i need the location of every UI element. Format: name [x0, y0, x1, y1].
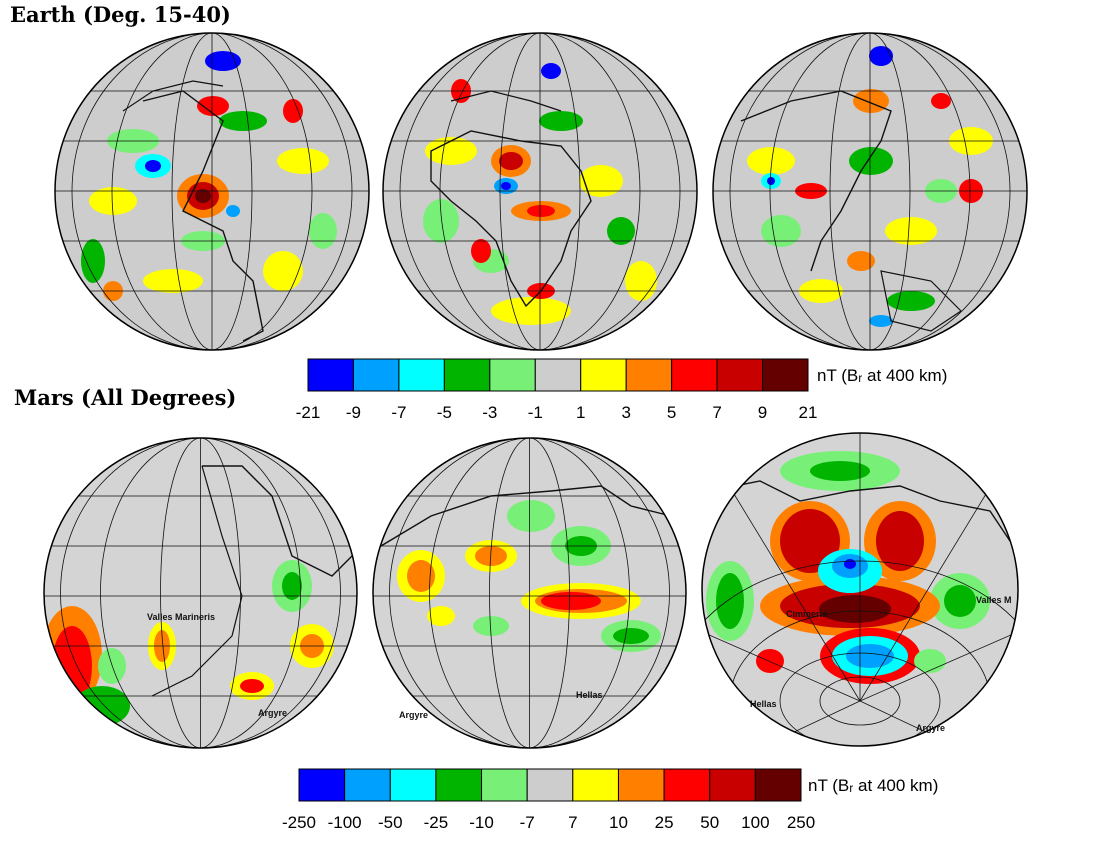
earth-colorbar-segment-5	[534, 358, 582, 392]
mars-colorbar-segment-0	[298, 768, 346, 802]
mars-globe-west-graticule	[44, 438, 357, 748]
earth-colorbar-segment-9	[716, 358, 764, 392]
mars-colorbar-tick-4: -10	[469, 813, 494, 832]
mars-colorbar	[298, 768, 802, 802]
mars-globe-west: Valles Marineris Argyre	[43, 437, 358, 749]
earth-colorbar-tick-2: -7	[391, 403, 407, 422]
mars-colorbar-tick-8: 25	[654, 813, 674, 832]
earth-globe-africa-europe	[382, 32, 698, 351]
mars-colorbar-tick-11: 250	[786, 813, 816, 832]
mars-colorbar-segment-6	[572, 768, 619, 802]
mars-colorbar-segment-4	[481, 768, 528, 802]
earth-globe-americas-graticule	[55, 33, 369, 350]
earth-globe-africa-europe-graticule	[383, 33, 697, 350]
earth-colorbar-tick-8: 5	[666, 403, 677, 422]
mars-colorbar-segment-8	[663, 768, 711, 802]
earth-colorbar-segment-7	[625, 358, 673, 392]
mars-colorbar-tick-7: 10	[608, 813, 628, 832]
earth-colorbar-tick-7: 3	[621, 403, 631, 422]
mars-colorbar-segment-3	[435, 768, 483, 802]
mars-colorbar-tick-1: -100	[327, 813, 362, 832]
earth-colorbar-tick-9: 7	[712, 403, 722, 422]
earth-colorbar	[307, 358, 809, 392]
mars-colorbar-tick-3: -25	[423, 813, 449, 832]
earth-colorbar-segment-2	[398, 358, 445, 392]
earth-globe-asia-graticule	[713, 33, 1027, 350]
earth-globe-asia	[712, 32, 1028, 351]
earth-colorbar-tick-10: 9	[757, 403, 768, 422]
earth-colorbar-unit: nT (Bᵣ at 400 km)	[817, 366, 948, 385]
mars-colorbar-unit: nT (Bᵣ at 400 km)	[808, 776, 939, 795]
mars-globe-south: Cimmeria Valles M Hellas Argyre	[701, 432, 1019, 747]
earth-colorbar-segment-4	[489, 358, 536, 392]
mars-colorbar-tick-0: -250	[281, 813, 317, 832]
mars-colorbar-segment-7	[617, 768, 665, 802]
earth-colorbar-tick-6: 1	[575, 403, 586, 422]
mars-colorbar-segment-9	[709, 768, 756, 802]
earth-title: Earth (Deg. 15-40)	[10, 2, 231, 27]
mars-label-cimmeria: Cimmeria	[786, 609, 828, 619]
mars-label-hellas-south: Hellas	[750, 699, 777, 709]
mars-colorbar-tick-10: 100	[741, 813, 770, 832]
earth-colorbar-tick-3: -5	[436, 403, 452, 422]
earth-colorbar-segment-8	[671, 358, 718, 392]
mars-globe-center-graticule	[373, 438, 686, 748]
mars-colorbar-segment-10	[754, 768, 802, 802]
mars-label-argyre-south: Argyre	[916, 723, 945, 733]
earth-colorbar-segment-1	[352, 358, 400, 392]
earth-colorbar-tick-4: -3	[482, 403, 498, 422]
earth-colorbar-segment-0	[307, 358, 354, 392]
earth-colorbar-tick-11: 21	[798, 403, 818, 422]
mars-label-valles-south: Valles M	[976, 595, 1012, 605]
mars-label-argyre-west: Argyre	[258, 708, 287, 718]
mars-label-valles-marineris: Valles Marineris	[147, 612, 215, 622]
mars-label-argyre-center: Argyre	[399, 710, 428, 720]
earth-colorbar-segment-3	[443, 358, 491, 392]
earth-colorbar-tick-5: -1	[527, 403, 543, 422]
mars-colorbar-tick-5: -7	[519, 813, 535, 832]
earth-colorbar-segment-6	[580, 358, 627, 392]
mars-label-hellas-center: Hellas	[576, 690, 603, 700]
mars-globe-center: Hellas Argyre	[372, 437, 687, 749]
earth-colorbar-tick-1: -9	[345, 403, 362, 422]
mars-colorbar-tick-9: 50	[700, 813, 720, 832]
mars-colorbar-tick-2: -50	[377, 813, 403, 832]
mars-colorbar-segment-1	[344, 768, 391, 802]
earth-colorbar-tick-0: -21	[295, 403, 321, 422]
earth-globe-americas	[54, 32, 370, 351]
earth-colorbar-segment-10	[762, 358, 809, 392]
mars-colorbar-segment-2	[389, 768, 437, 802]
mars-colorbar-tick-6: 7	[568, 813, 578, 832]
mars-title: Mars (All Degrees)	[14, 385, 237, 410]
mars-colorbar-segment-5	[526, 768, 574, 802]
